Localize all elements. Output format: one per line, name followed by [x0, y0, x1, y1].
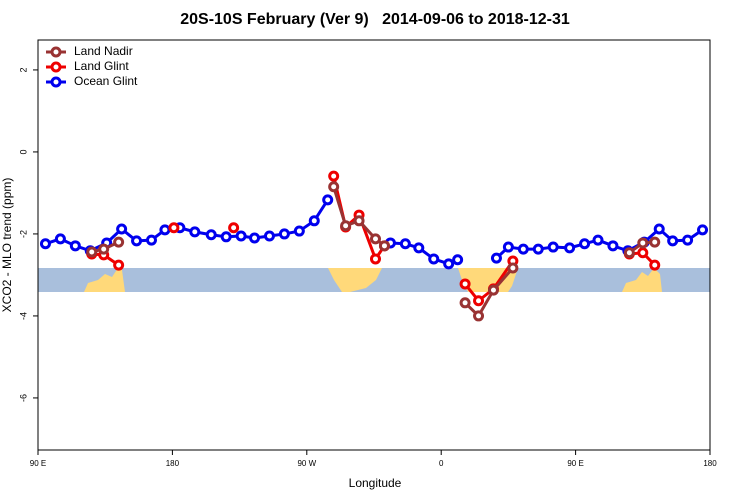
- data-point: [293, 225, 305, 237]
- data-point: [278, 228, 290, 240]
- data-point: [667, 235, 679, 247]
- data-point: [205, 229, 217, 241]
- data-point: [145, 234, 157, 246]
- data-point: [473, 295, 485, 307]
- data-point: [532, 243, 544, 255]
- data-point: [328, 181, 340, 193]
- legend-label: Land Nadir: [74, 44, 133, 58]
- y-tick-label: -6: [18, 394, 28, 402]
- data-point: [443, 258, 455, 270]
- data-point: [637, 247, 649, 259]
- data-point: [369, 253, 381, 265]
- data-point: [564, 242, 576, 254]
- data-point: [507, 262, 519, 274]
- data-point: [98, 243, 110, 255]
- data-point: [39, 238, 51, 250]
- data-point: [623, 247, 635, 259]
- legend-marker: [50, 46, 62, 58]
- data-point: [249, 232, 261, 244]
- data-point: [459, 297, 471, 309]
- y-tick-label: -4: [18, 312, 28, 320]
- x-tick-label: 90 E: [30, 459, 46, 468]
- data-point: [340, 220, 352, 232]
- data-point: [189, 226, 201, 238]
- data-point: [653, 223, 665, 235]
- data-point: [263, 230, 275, 242]
- data-point: [637, 237, 649, 249]
- data-point: [649, 236, 661, 248]
- data-point: [547, 241, 559, 253]
- data-point: [86, 246, 98, 258]
- data-point: [113, 236, 125, 248]
- data-point: [159, 224, 171, 236]
- data-point: [459, 278, 471, 290]
- data-point: [607, 240, 619, 252]
- y-tick-label: 2: [18, 67, 28, 72]
- legend-label: Land Glint: [74, 59, 129, 73]
- data-point: [490, 252, 502, 264]
- data-point: [235, 230, 247, 242]
- chart-title: 20S-10S February (Ver 9) 2014-09-06 to 2…: [180, 11, 570, 28]
- x-tick-label: 0: [439, 459, 444, 468]
- x-tick-label: 90 E: [567, 459, 583, 468]
- legend-marker: [50, 76, 62, 88]
- y-tick-label: 0: [18, 149, 28, 154]
- map-band: [38, 268, 710, 292]
- y-axis-label: XCO2 - MLO trend (ppm): [0, 178, 14, 313]
- data-point: [54, 233, 66, 245]
- data-point: [369, 233, 381, 245]
- x-tick-label: 180: [166, 459, 180, 468]
- data-point: [682, 234, 694, 246]
- data-point: [353, 215, 365, 227]
- x-tick-label: 90 W: [297, 459, 316, 468]
- data-point: [322, 194, 334, 206]
- legend-marker: [50, 61, 62, 73]
- data-point: [413, 242, 425, 254]
- land-shape: [622, 268, 662, 292]
- data-point: [69, 240, 81, 252]
- data-point: [228, 222, 240, 234]
- data-point: [649, 259, 661, 271]
- y-tick-label: -2: [18, 230, 28, 238]
- data-point: [502, 241, 514, 253]
- data-point: [487, 284, 499, 296]
- land-shape: [84, 268, 125, 292]
- data-point: [131, 235, 143, 247]
- x-tick-label: 180: [703, 459, 717, 468]
- data-point: [579, 238, 591, 250]
- data-point: [168, 222, 180, 234]
- data-point: [592, 234, 604, 246]
- data-point: [428, 253, 440, 265]
- data-point: [697, 224, 709, 236]
- data-point: [308, 215, 320, 227]
- land-shape: [328, 268, 382, 292]
- data-point: [328, 170, 340, 182]
- data-point: [378, 240, 390, 252]
- data-point: [517, 243, 529, 255]
- data-point: [399, 238, 411, 250]
- data-point: [113, 259, 125, 271]
- data-point: [220, 231, 232, 243]
- data-point: [452, 254, 464, 266]
- x-axis-label: Longitude: [349, 476, 402, 490]
- data-point: [473, 310, 485, 322]
- data-point: [116, 223, 128, 235]
- legend-label: Ocean Glint: [74, 74, 138, 88]
- plot-frame: [37, 39, 711, 451]
